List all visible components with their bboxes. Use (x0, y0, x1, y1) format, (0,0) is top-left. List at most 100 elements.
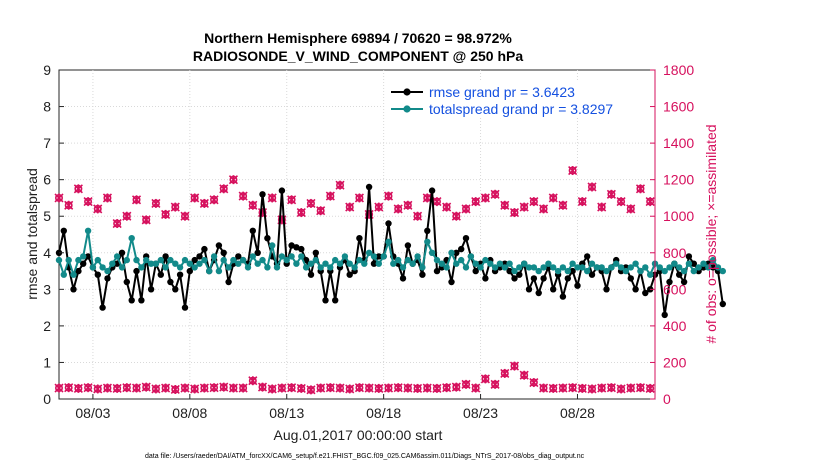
obs-possible-point (597, 202, 607, 212)
obs-possible-point (180, 211, 190, 221)
spread-point (438, 260, 445, 267)
obs-assimilated-point (422, 383, 432, 393)
x-axis-label: Aug.01,2017 00:00:00 start (274, 427, 443, 443)
obs-possible-point (209, 195, 219, 205)
spread-point (133, 256, 140, 264)
obs-possible-point (199, 198, 209, 208)
y-tick-label: 1 (43, 354, 51, 370)
rmse-point (172, 286, 179, 293)
spread-point (385, 238, 392, 245)
spread-point (404, 256, 412, 264)
y-right-tick-label: 0 (663, 391, 671, 407)
obs-possible-point (122, 211, 132, 221)
rmse-point (569, 267, 576, 275)
rmse-point (375, 253, 382, 260)
spread-point (288, 253, 295, 260)
spread-point (603, 267, 610, 275)
spread-point (123, 256, 130, 264)
spread-point (690, 267, 697, 275)
rmse-point (530, 275, 538, 282)
obs-assimilated-point (606, 383, 616, 393)
spread-point (206, 267, 213, 275)
rmse-point (564, 275, 571, 282)
rmse-point (632, 286, 639, 293)
spread-point (317, 264, 324, 271)
rmse-point (157, 271, 164, 278)
rmse-point (685, 253, 693, 260)
y-right-tick-label: 1800 (663, 62, 694, 78)
spread-point (351, 264, 358, 271)
obs-possible-point (480, 193, 490, 203)
obs-assimilated-point (616, 384, 626, 394)
y-right-tick-label: 400 (663, 318, 687, 334)
obs-assimilated-point (451, 382, 461, 392)
spread-point (302, 264, 310, 271)
rmse-point (661, 311, 668, 319)
spread-point (176, 264, 184, 271)
spread-point (55, 256, 63, 264)
spread-point (172, 260, 179, 267)
y-right-tick-label: 1000 (663, 208, 694, 224)
obs-assimilated-point (432, 383, 442, 393)
y-right-tick-label: 800 (663, 245, 687, 261)
spread-point (530, 264, 538, 271)
obs-assimilated-point (141, 382, 151, 392)
rmse-point (511, 275, 518, 282)
rmse-point (433, 267, 441, 275)
spread-point (448, 249, 455, 256)
rmse-point (516, 271, 523, 278)
rmse-point (584, 253, 591, 260)
spread-point (593, 264, 601, 271)
obs-assimilated-point (519, 370, 529, 380)
rmse-point (550, 286, 557, 293)
obs-possible-point (500, 200, 510, 210)
spread-point (307, 260, 315, 267)
rmse-point (506, 267, 513, 275)
spread-point (89, 264, 97, 271)
obs-assimilated-point (199, 383, 209, 393)
spread-point (501, 264, 508, 271)
rmse-point (167, 278, 174, 286)
obs-possible-point (558, 200, 568, 210)
rmse-point (404, 242, 412, 249)
spread-point (201, 256, 208, 264)
spread-point (540, 264, 547, 271)
spread-point (700, 260, 707, 267)
obs-assimilated-point (490, 379, 500, 389)
obs-possible-point (141, 215, 151, 225)
spread-point (181, 256, 189, 264)
spread-point (356, 256, 363, 264)
obs-assimilated-point (597, 383, 607, 393)
obs-possible-point (219, 184, 229, 194)
obs-assimilated-point (500, 368, 510, 378)
obs-possible-point (490, 189, 500, 199)
spread-point (671, 260, 678, 267)
spread-point (588, 260, 596, 267)
spread-point (375, 260, 382, 267)
spread-point (138, 264, 145, 271)
obs-possible-point (170, 202, 180, 212)
rmse-point (104, 275, 111, 282)
spread-point (491, 264, 499, 271)
rmse-point (191, 256, 198, 264)
spread-point (80, 253, 87, 260)
rmse-point (642, 289, 649, 297)
spread-point (535, 267, 542, 275)
spread-point (554, 267, 562, 275)
spread-point (559, 264, 567, 271)
y-axis-right-label: # of obs: o=possible; ×=assimilated (703, 124, 719, 343)
rmse-point (75, 267, 82, 275)
spread-point (365, 249, 373, 256)
spread-point (312, 256, 319, 264)
right-axis-ticks: 0 200 400 600 800 1000 1200 1400 1600 1800 (650, 62, 694, 407)
spread-point (458, 256, 465, 264)
spread-point (656, 264, 663, 271)
rmse-point (215, 242, 223, 249)
obs-assimilated-point (180, 383, 190, 393)
spread-point (399, 264, 407, 271)
rmse-point (385, 220, 392, 227)
obs-assimilated-point (393, 383, 403, 393)
rmse-point (588, 271, 596, 278)
spread-point (215, 267, 223, 275)
